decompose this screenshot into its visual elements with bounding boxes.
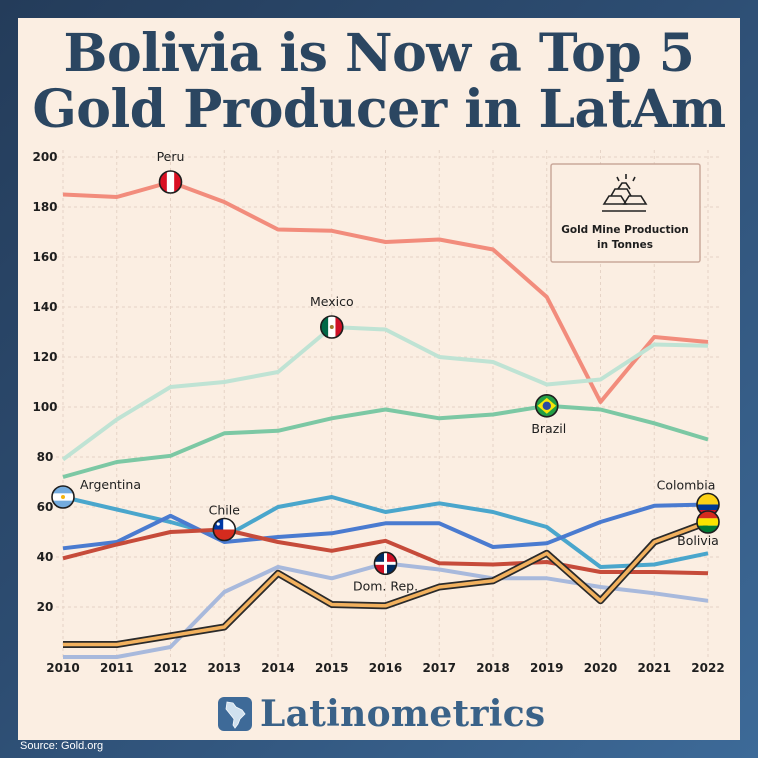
argentina-flag-icon — [51, 485, 75, 509]
x-tick-label: 2012 — [154, 661, 187, 675]
gold-bars-icon — [602, 174, 648, 212]
grid — [38, 150, 722, 657]
legend-box-border — [550, 163, 701, 263]
series-line-argentina — [62, 495, 709, 569]
y-tick-label: 60 — [37, 500, 54, 514]
series-line-chile — [62, 527, 709, 576]
brand: Latinometrics — [218, 692, 548, 736]
x-tick-label: 2013 — [208, 661, 241, 675]
y-tick-label: 140 — [32, 300, 57, 314]
series-label-colombia: Colombia — [657, 478, 716, 493]
y-tick-label: 100 — [32, 400, 57, 414]
brazil-flag-icon — [534, 393, 559, 418]
x-axis: 2010 2011 2012 2013 2014 2015 2016 2017 2018 2019… — [46, 661, 724, 675]
series-line-bolivia — [63, 520, 709, 647]
y-tick-label: 180 — [32, 200, 57, 214]
x-tick-label: 2017 — [423, 661, 456, 675]
y-tick-label: 160 — [32, 250, 57, 264]
y-tick-label: 80 — [37, 450, 54, 464]
series-label-bolivia: Bolivia — [677, 533, 719, 548]
x-tick-label: 2018 — [476, 661, 509, 675]
legend-line-2: in Tonnes — [597, 239, 653, 251]
chile-flag-icon — [212, 517, 237, 542]
y-tick-label: 40 — [37, 550, 54, 564]
source-note: Source: Gold.org — [20, 740, 104, 752]
x-tick-label: 2015 — [315, 661, 348, 675]
x-tick-label: 2011 — [100, 661, 133, 675]
series-label-peru: Peru — [157, 149, 185, 164]
dom-rep-flag-icon — [373, 551, 398, 576]
mexico-flag-icon — [319, 315, 344, 339]
series-label-dom-rep: Dom. Rep. — [353, 578, 418, 593]
y-tick-label: 20 — [37, 600, 54, 614]
latin-america-map-icon — [218, 697, 252, 731]
legend-line-1: Gold Mine Production — [561, 224, 689, 236]
x-tick-label: 2021 — [638, 661, 671, 675]
x-tick-label: 2020 — [584, 661, 617, 675]
y-axis: 20 40 60 80 100 120 140 160 180 200 — [32, 150, 57, 614]
x-tick-label: 2014 — [261, 661, 294, 675]
x-tick-label: 2022 — [691, 661, 724, 675]
bolivia-flag-icon — [696, 510, 720, 534]
series-line-colombia — [62, 502, 709, 551]
chart-title: Bolivia is Now a Top 5 Gold Producer in … — [18, 26, 740, 138]
series-line-brazil — [62, 403, 709, 479]
series-line-mexico — [61, 325, 709, 462]
x-tick-label: 2010 — [46, 661, 79, 675]
y-tick-label: 200 — [32, 150, 57, 164]
title-line-2: Gold Producer in LatAm — [32, 79, 726, 140]
legend-box: Gold Mine Production in Tonnes — [550, 163, 701, 263]
series-label-brazil: Brazil — [531, 421, 566, 436]
title-line-1: Bolivia is Now a Top 5 — [63, 23, 695, 84]
series-label-argentina: Argentina — [80, 477, 141, 492]
series-label-chile: Chile — [209, 503, 241, 518]
series-markers: Peru Mexico Brazil Argentina Colombia Chile Do… — [51, 149, 720, 593]
series-label-mexico: Mexico — [310, 294, 354, 309]
x-tick-label: 2019 — [530, 661, 563, 675]
brand-name: Latinometrics — [260, 693, 546, 735]
peru-flag-icon — [158, 170, 183, 194]
y-tick-label: 120 — [32, 350, 57, 364]
x-tick-label: 2016 — [369, 661, 402, 675]
